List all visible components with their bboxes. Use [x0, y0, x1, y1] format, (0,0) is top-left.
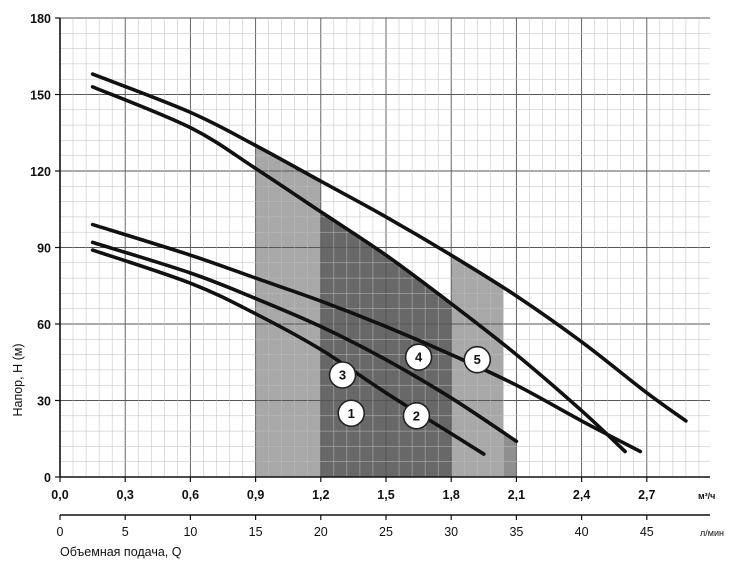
- curve-label-circle-5: [463, 345, 492, 374]
- series-line-4: [90, 85, 627, 454]
- x-tick-label: 2,4: [573, 488, 590, 502]
- grid: [60, 17, 710, 477]
- series-line-3: [90, 222, 643, 454]
- x2-tick-label: 35: [509, 525, 523, 539]
- series-line-1: [90, 248, 486, 456]
- x2-tick-label: 45: [640, 525, 654, 539]
- curve-label-circle-2: [402, 401, 431, 430]
- x-tick-label: 1,2: [312, 488, 329, 502]
- x-axis-title: Объемная подача, Q: [60, 545, 182, 559]
- x-tick-label: 2,7: [638, 488, 655, 502]
- x2-tick-label: 10: [183, 525, 197, 539]
- y-tick-label: 0: [44, 471, 51, 485]
- x2-tick-label: 25: [379, 525, 393, 539]
- curve-label-2: 2: [413, 408, 420, 423]
- curve-label-5: 5: [474, 352, 481, 367]
- x-axis-unit-secondary: л/мин: [700, 528, 724, 538]
- curve-label-circle-1: [337, 399, 366, 428]
- x2-tick-label: 30: [444, 525, 458, 539]
- y-tick-label: 150: [30, 89, 51, 103]
- x2-tick-label: 5: [122, 525, 129, 539]
- y-tick-label: 90: [37, 242, 51, 256]
- x2-tick-label: 0: [57, 525, 64, 539]
- y-tick-label: 180: [30, 12, 51, 26]
- x2-tick-label: 15: [249, 525, 263, 539]
- curve-label-circle-4: [404, 343, 433, 371]
- y-axis-title: Напор, Н (м): [11, 343, 25, 416]
- x-tick-label: 0,0: [51, 488, 68, 502]
- curve-label-4: 4: [415, 350, 423, 365]
- x-tick-label: 1,8: [443, 488, 460, 502]
- y-tick-label: 120: [30, 165, 51, 179]
- x2-tick-label: 40: [575, 525, 589, 539]
- x-tick-label: 1,5: [377, 488, 394, 502]
- x-tick-label: 0,6: [182, 488, 199, 502]
- y-tick-label: 30: [37, 395, 51, 409]
- x2-tick-label: 20: [314, 525, 328, 539]
- curve-label-3: 3: [339, 368, 346, 383]
- x-tick-label: 2,1: [508, 488, 525, 502]
- series-line-2: [90, 240, 519, 444]
- x-axis-unit-primary: м³/ч: [698, 491, 715, 501]
- series-curves: [90, 72, 688, 456]
- axes: [55, 17, 710, 520]
- x-tick-label: 0,3: [117, 488, 134, 502]
- curve-label-circle-3: [328, 361, 357, 389]
- series-line-5: [90, 72, 688, 423]
- x-tick-label: 0,9: [247, 488, 264, 502]
- curve-labels: 1 2 3 4 5: [328, 343, 492, 430]
- curve-label-1: 1: [348, 406, 355, 421]
- tick-labels: 0,0 0,3 0,6 0,9 1,2 1,5 1,8 2,1 2,4 2,70 5 10 15 20 25…: [30, 12, 655, 539]
- y-tick-label: 60: [37, 318, 51, 332]
